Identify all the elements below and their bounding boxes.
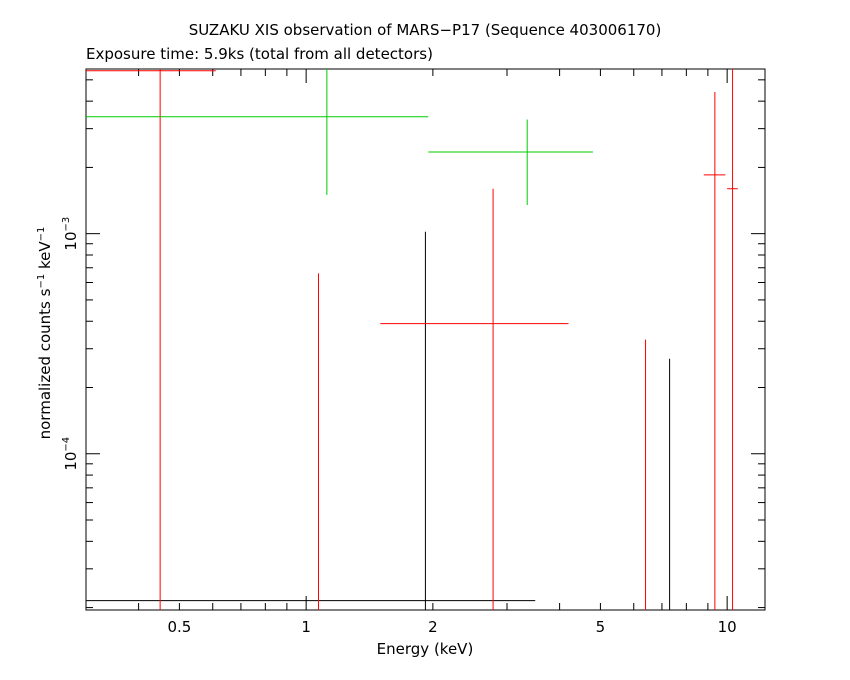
data-point	[703, 92, 726, 610]
chart-title: SUZAKU XIS observation of MARS−P17 (Sequ…	[188, 21, 662, 39]
y-axis-label: normalized counts s−1 keV−1	[36, 226, 54, 440]
data-point	[86, 231, 536, 610]
data-point	[380, 188, 569, 610]
x-tick-label: 2	[428, 618, 438, 636]
y-tick-label: 10−3	[61, 217, 80, 251]
x-axis-label: Energy (keV)	[376, 640, 474, 658]
x-tick-label: 0.5	[167, 618, 191, 636]
data-point	[86, 69, 216, 610]
x-tick-label: 5	[596, 618, 606, 636]
y-tick-label-text: 10−4	[61, 437, 80, 471]
y-tick-label: 10−4	[61, 437, 80, 471]
y-tick-label-text: 10−3	[61, 217, 80, 251]
data-point	[428, 119, 593, 205]
x-tick-label: 10	[718, 618, 737, 636]
data-point	[86, 69, 429, 195]
chart-subtitle: Exposure time: 5.9ks (total from all det…	[86, 45, 433, 63]
x-tick-label: 1	[301, 618, 311, 636]
data-point	[727, 69, 738, 610]
